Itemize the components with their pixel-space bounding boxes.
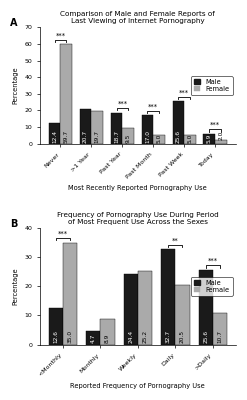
Title: Frequency of Pornography Use During Period
of Most Frequent Use Across the Sexes: Frequency of Pornography Use During Peri… bbox=[57, 212, 219, 225]
X-axis label: Most Recently Reported Pornography Use: Most Recently Reported Pornography Use bbox=[68, 185, 207, 191]
X-axis label: Reported Frequency of Pornography Use: Reported Frequency of Pornography Use bbox=[70, 383, 205, 389]
Text: 20.7: 20.7 bbox=[83, 130, 88, 143]
Text: ***: *** bbox=[117, 101, 127, 107]
Text: B: B bbox=[10, 219, 18, 229]
Text: 35.0: 35.0 bbox=[68, 330, 73, 343]
Bar bbox=[172, 101, 184, 144]
Text: 25.6: 25.6 bbox=[176, 130, 181, 143]
Bar bbox=[175, 285, 189, 344]
Text: ***: *** bbox=[210, 122, 220, 128]
Bar bbox=[204, 134, 215, 144]
Text: A: A bbox=[10, 18, 18, 28]
Title: Comparison of Male and Female Reports of
Last Viewing of Internet Pornography: Comparison of Male and Female Reports of… bbox=[61, 11, 215, 24]
Bar bbox=[49, 308, 63, 344]
Bar bbox=[122, 128, 134, 144]
Text: 20.5: 20.5 bbox=[180, 330, 185, 343]
Text: ***: *** bbox=[148, 104, 158, 110]
Text: 4.7: 4.7 bbox=[91, 334, 96, 343]
Text: 59.7: 59.7 bbox=[64, 130, 69, 143]
Bar bbox=[80, 109, 91, 144]
Text: 10.7: 10.7 bbox=[217, 330, 222, 343]
Text: 5.0: 5.0 bbox=[188, 134, 193, 143]
Bar bbox=[142, 116, 153, 144]
Text: 17.0: 17.0 bbox=[145, 130, 150, 143]
Bar bbox=[199, 270, 213, 344]
Text: 25.6: 25.6 bbox=[203, 330, 208, 343]
Text: 9.5: 9.5 bbox=[126, 134, 131, 143]
Y-axis label: Percentage: Percentage bbox=[13, 67, 19, 104]
Bar bbox=[161, 249, 175, 344]
Bar bbox=[213, 314, 227, 344]
Text: ***: *** bbox=[55, 32, 65, 38]
Bar bbox=[138, 271, 152, 344]
Bar bbox=[215, 140, 227, 144]
Bar bbox=[86, 331, 101, 344]
Bar bbox=[63, 243, 77, 344]
Legend: Male, Female: Male, Female bbox=[191, 76, 233, 95]
Text: ***: *** bbox=[58, 231, 68, 237]
Bar bbox=[111, 113, 122, 144]
Text: 12.4: 12.4 bbox=[52, 130, 57, 143]
Text: 19.7: 19.7 bbox=[95, 130, 100, 143]
Text: 32.7: 32.7 bbox=[166, 330, 171, 343]
Bar bbox=[91, 111, 103, 144]
Bar bbox=[101, 319, 115, 344]
Text: 5.0: 5.0 bbox=[157, 134, 162, 143]
Text: 25.2: 25.2 bbox=[143, 330, 147, 343]
Bar bbox=[61, 44, 72, 144]
Bar bbox=[124, 274, 138, 344]
Text: ***: *** bbox=[179, 89, 189, 95]
Text: 5.9: 5.9 bbox=[207, 134, 212, 143]
Text: 24.4: 24.4 bbox=[128, 330, 133, 343]
Y-axis label: Percentage: Percentage bbox=[13, 268, 19, 305]
Text: 8.9: 8.9 bbox=[105, 334, 110, 343]
Legend: Male, Female: Male, Female bbox=[191, 277, 233, 296]
Text: **: ** bbox=[172, 238, 179, 244]
Bar bbox=[184, 136, 196, 144]
Bar bbox=[49, 123, 61, 144]
Text: 18.7: 18.7 bbox=[114, 130, 119, 143]
Text: 2.0: 2.0 bbox=[219, 131, 224, 140]
Text: 12.6: 12.6 bbox=[53, 330, 58, 343]
Text: ***: *** bbox=[208, 258, 218, 264]
Bar bbox=[153, 136, 165, 144]
